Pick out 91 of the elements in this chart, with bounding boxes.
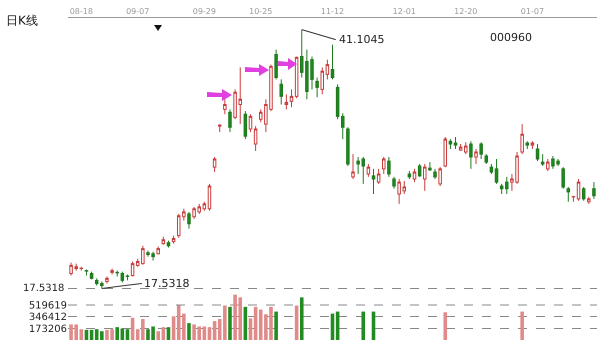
candlestick xyxy=(530,140,534,150)
bar xyxy=(294,306,298,340)
candlestick xyxy=(172,235,176,244)
candlestick xyxy=(526,140,530,150)
candlestick xyxy=(387,156,391,178)
candlestick xyxy=(490,163,494,175)
candlestick xyxy=(372,168,376,194)
candlestick xyxy=(346,126,350,167)
bar xyxy=(361,312,366,340)
candlestick xyxy=(454,136,458,150)
x-tick-label: 12-01 xyxy=(392,6,416,16)
candlestick xyxy=(330,44,334,80)
candlestick xyxy=(376,168,380,184)
candlestick xyxy=(546,158,550,172)
candlestick xyxy=(423,163,427,192)
candlestick xyxy=(479,142,483,160)
x-tick-label: 08-18 xyxy=(70,6,93,16)
candlestick xyxy=(408,170,412,180)
candlestick xyxy=(284,94,288,110)
candlestick xyxy=(484,154,488,164)
candlestick xyxy=(151,251,155,261)
x-tick-label: 11-12 xyxy=(320,6,344,16)
candlestick xyxy=(494,158,498,184)
candlestick xyxy=(520,124,524,155)
candlestick xyxy=(572,195,576,202)
candlestick xyxy=(474,148,478,164)
x-tick-label: 09-07 xyxy=(126,6,150,16)
candlestick xyxy=(433,168,437,180)
candlestick xyxy=(254,126,258,152)
annotation: 17.5318 xyxy=(144,277,190,290)
candlestick xyxy=(212,156,216,172)
bar xyxy=(228,306,232,340)
candlestick xyxy=(438,166,442,186)
candlestick xyxy=(244,110,248,140)
candlestick xyxy=(366,163,370,178)
annotation: 41.1045 xyxy=(339,33,384,46)
candlestick xyxy=(592,182,596,200)
candlestick xyxy=(248,114,252,133)
candlestick xyxy=(228,108,232,133)
bar xyxy=(274,312,278,340)
candlestick xyxy=(315,77,319,98)
candlestick xyxy=(156,246,160,256)
candlestick xyxy=(587,196,591,204)
candlestick xyxy=(351,154,355,180)
candlestick xyxy=(105,276,109,284)
bar xyxy=(300,297,304,340)
candlestick xyxy=(444,136,448,168)
candlestick xyxy=(166,240,170,248)
y-tick-label: 519619 xyxy=(28,300,67,312)
candlestick xyxy=(540,154,544,167)
x-tick-label: 01-07 xyxy=(520,6,544,16)
candlestick xyxy=(428,162,432,172)
candlestick xyxy=(582,186,586,202)
candlestick xyxy=(556,158,560,167)
candlestick xyxy=(162,236,166,246)
y-tick-label: 173206 xyxy=(28,324,67,335)
chart-title: 日K线 xyxy=(6,14,38,28)
candlestick xyxy=(536,144,540,162)
candlestick xyxy=(515,152,519,184)
candlestick xyxy=(392,176,396,190)
candlestick xyxy=(469,140,473,170)
bar xyxy=(520,312,524,340)
candlestick xyxy=(274,49,278,80)
candlestick xyxy=(510,174,514,192)
candlestick xyxy=(418,163,422,178)
bar xyxy=(443,312,448,340)
x-tick-label: 10-25 xyxy=(249,6,272,16)
candlestick xyxy=(576,178,580,202)
bar xyxy=(244,306,248,340)
bar xyxy=(166,327,170,340)
candlestick xyxy=(448,138,452,150)
candlestick xyxy=(382,156,386,175)
candlestick xyxy=(187,211,191,230)
candlestick xyxy=(110,268,114,275)
text: 17.5318 xyxy=(23,283,64,294)
chart-subtitle: 000960 xyxy=(490,31,532,44)
y-tick-label: 346412 xyxy=(28,312,67,324)
candlestick xyxy=(566,186,570,202)
candlestick xyxy=(561,166,565,190)
bar xyxy=(187,323,191,340)
candlestick xyxy=(551,155,555,170)
x-tick-label: 12-20 xyxy=(454,6,478,16)
candlestick xyxy=(84,269,88,276)
candlestick xyxy=(90,271,94,280)
candlestick xyxy=(223,98,227,115)
candlestick xyxy=(218,124,222,133)
bar xyxy=(372,312,376,340)
x-tick-label: 09-29 xyxy=(192,6,216,16)
candlestick xyxy=(146,250,150,258)
candlestick xyxy=(279,78,283,105)
candlestick xyxy=(412,168,416,183)
